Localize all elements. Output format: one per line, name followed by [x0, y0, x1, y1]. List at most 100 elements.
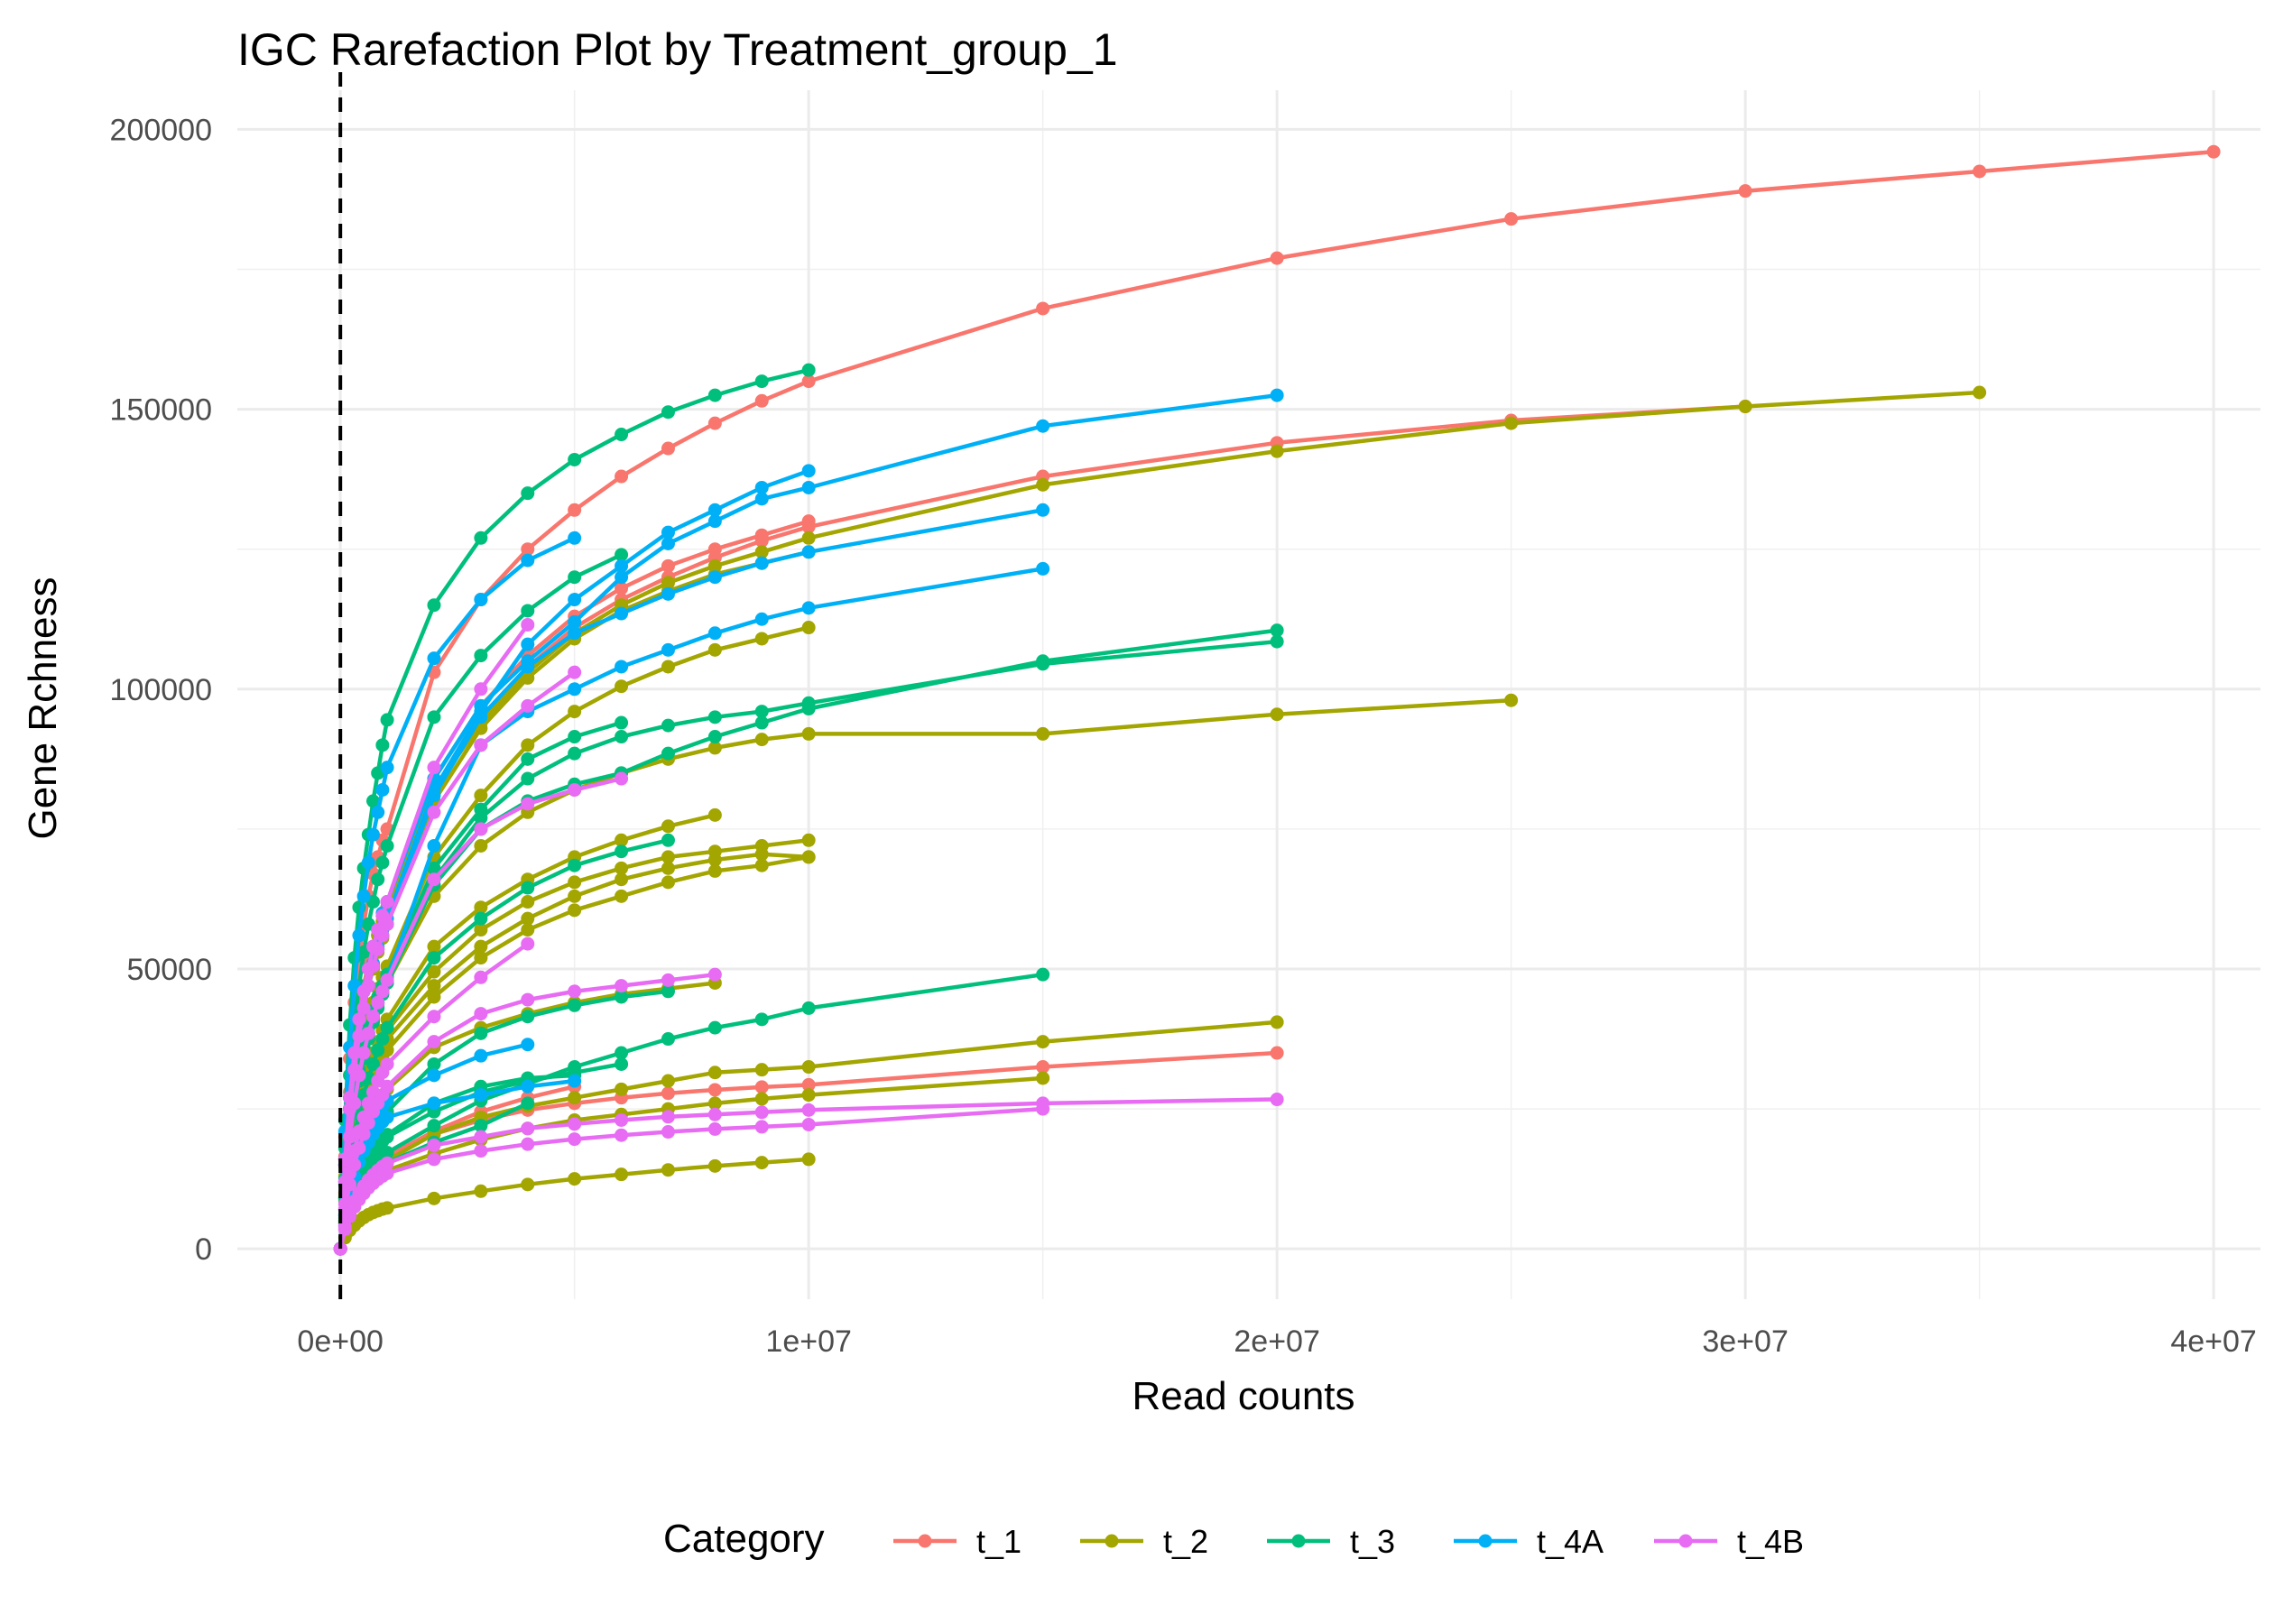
data-point: [474, 682, 488, 697]
data-point: [754, 733, 769, 747]
data-point: [754, 858, 769, 872]
data-point: [661, 1163, 675, 1177]
data-point: [707, 863, 722, 878]
data-point: [801, 514, 816, 529]
data-point: [375, 855, 390, 870]
data-point: [754, 556, 769, 570]
data-point: [661, 861, 675, 875]
legend-item-t_2: t_2: [1080, 1523, 1208, 1560]
data-point: [801, 702, 816, 716]
x-tick-label: 3e+07: [1702, 1324, 1789, 1359]
data-point: [568, 998, 582, 1012]
data-point: [661, 850, 675, 864]
data-point: [707, 542, 722, 557]
data-point: [1270, 251, 1284, 265]
data-point: [380, 1020, 394, 1035]
data-point: [521, 771, 535, 786]
data-point: [375, 738, 390, 752]
data-point: [474, 710, 488, 724]
data-point: [474, 1088, 488, 1103]
data-point: [707, 503, 722, 517]
data-point: [568, 889, 582, 903]
data-point: [1270, 1093, 1284, 1107]
data-point: [1036, 1060, 1050, 1075]
data-point: [427, 651, 441, 666]
data-point: [427, 1057, 441, 1071]
data-point: [427, 710, 441, 724]
data-point: [801, 1077, 816, 1092]
x-axis-title: Read counts: [1132, 1374, 1354, 1418]
data-point: [801, 374, 816, 389]
data-point: [615, 979, 629, 993]
data-point: [568, 903, 582, 918]
data-point: [754, 393, 769, 408]
data-point: [521, 698, 535, 713]
data-point: [474, 1048, 488, 1063]
data-point: [615, 771, 629, 786]
data-point: [661, 537, 675, 550]
data-point: [337, 1222, 352, 1236]
data-point: [568, 746, 582, 761]
legend-key-point: [1678, 1534, 1693, 1548]
data-point: [568, 682, 582, 697]
data-point: [427, 789, 441, 803]
data-point: [754, 480, 769, 494]
data-point: [801, 1103, 816, 1117]
data-point: [707, 1096, 722, 1111]
data-point: [801, 621, 816, 635]
data-point: [754, 528, 769, 542]
data-point: [427, 872, 441, 887]
data-point: [361, 1026, 375, 1040]
data-point: [521, 617, 535, 632]
data-point: [1036, 419, 1050, 433]
data-point: [352, 1141, 366, 1155]
data-point: [375, 909, 390, 923]
data-point: [801, 726, 816, 741]
data-point: [366, 1010, 381, 1024]
data-point: [1036, 1102, 1050, 1116]
data-point: [356, 1127, 371, 1141]
data-point: [568, 858, 582, 872]
data-point: [343, 1177, 357, 1192]
data-point: [361, 962, 375, 976]
data-point: [371, 805, 385, 819]
data-point: [615, 861, 629, 875]
data-point: [521, 542, 535, 557]
chart-title: IGC Rarefaction Plot by Treatment_group_…: [237, 24, 1118, 75]
data-point: [427, 1191, 441, 1205]
data-point: [427, 598, 441, 613]
series-t_4B: [333, 967, 722, 1256]
legend-title: Category: [663, 1517, 825, 1561]
data-point: [380, 1128, 394, 1142]
data-point: [568, 531, 582, 545]
data-point: [356, 1046, 371, 1060]
y-tick-labels: 0 50000 100000 150000 200000: [110, 113, 212, 1267]
data-point: [707, 1083, 722, 1097]
data-point: [568, 614, 582, 629]
data-point: [661, 1074, 675, 1088]
data-point: [615, 1057, 629, 1071]
data-point: [615, 990, 629, 1004]
data-point: [568, 452, 582, 466]
data-point: [375, 1032, 390, 1047]
data-point: [707, 642, 722, 657]
data-point: [707, 967, 722, 982]
data-point: [521, 670, 535, 685]
data-point: [661, 1086, 675, 1101]
data-point: [615, 1167, 629, 1182]
legend-label: t_4B: [1737, 1523, 1804, 1560]
data-point: [801, 545, 816, 559]
data-point: [427, 1138, 441, 1152]
data-point: [568, 782, 582, 797]
data-point: [661, 973, 675, 987]
data-point: [366, 794, 381, 808]
data-point: [380, 713, 394, 727]
data-point: [661, 525, 675, 540]
data-point: [754, 847, 769, 862]
data-point: [427, 1152, 441, 1167]
data-point: [661, 984, 675, 999]
legend-key-point: [1291, 1534, 1306, 1548]
data-point: [474, 802, 488, 817]
data-point: [427, 839, 441, 853]
x-tick-label: 1e+07: [765, 1324, 852, 1359]
